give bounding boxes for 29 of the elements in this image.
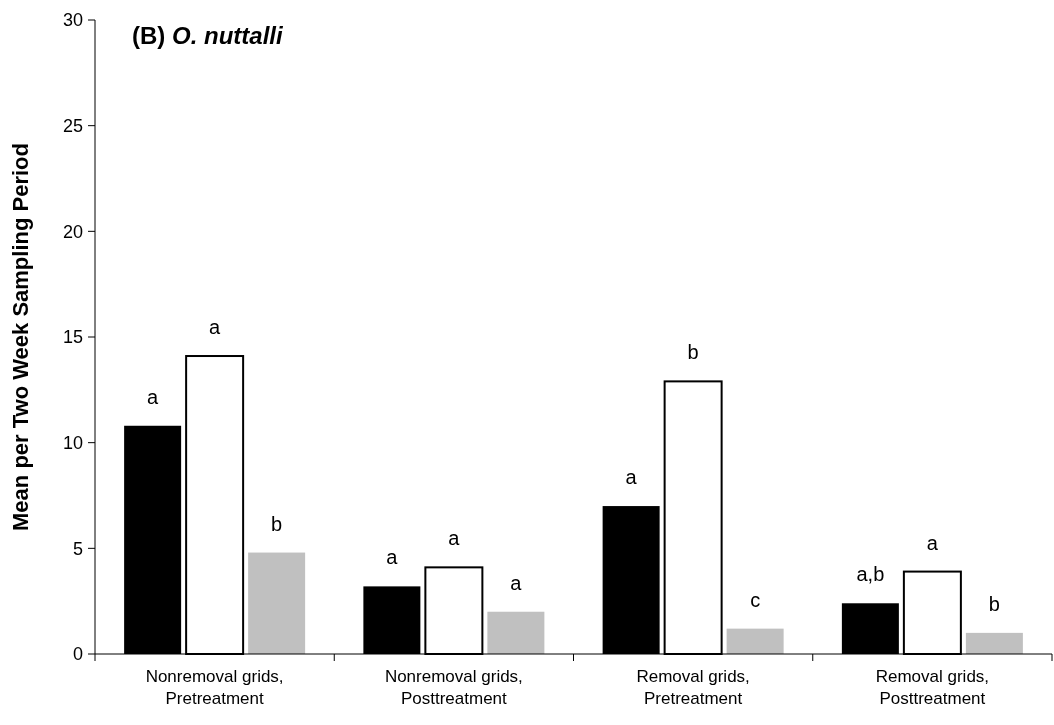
data-label: a,b [856, 563, 885, 586]
data-label: a [209, 316, 222, 339]
x-tick-label: Removal grids, Posttreatment [875, 667, 990, 708]
x-tick-label: Nonremoval grids, Posttreatment [384, 667, 523, 708]
y-tick-label: 0 [72, 644, 83, 665]
y-tick-label: 30 [62, 10, 83, 31]
data-label: a [926, 531, 939, 554]
y-axis-title: Mean per Two Week Sampling Period [8, 143, 33, 531]
y-tick-label: 20 [62, 221, 83, 242]
x-tick-label: Removal grids, Pretreatment [636, 667, 750, 708]
bar [965, 632, 1023, 654]
data-label: a [386, 546, 399, 569]
data-label: b [687, 341, 699, 364]
bar [487, 611, 545, 654]
data-label: a [448, 527, 461, 550]
y-tick-label: 25 [62, 115, 83, 136]
y-tick-label: 5 [72, 538, 83, 559]
x-tick-label: Nonremoval grids, Pretreatment [145, 667, 284, 708]
bar [248, 552, 306, 654]
chart-title: (B) O. nuttalli [132, 22, 284, 49]
data-label: b [271, 512, 283, 535]
y-tick-label: 10 [62, 432, 83, 453]
y-tick-label: 15 [62, 327, 83, 348]
bar [726, 628, 784, 654]
data-label: b [988, 592, 1000, 615]
data-label: a [625, 466, 638, 489]
data-label: c [750, 588, 761, 611]
data-label: a [147, 385, 160, 408]
data-label: a [510, 571, 523, 594]
